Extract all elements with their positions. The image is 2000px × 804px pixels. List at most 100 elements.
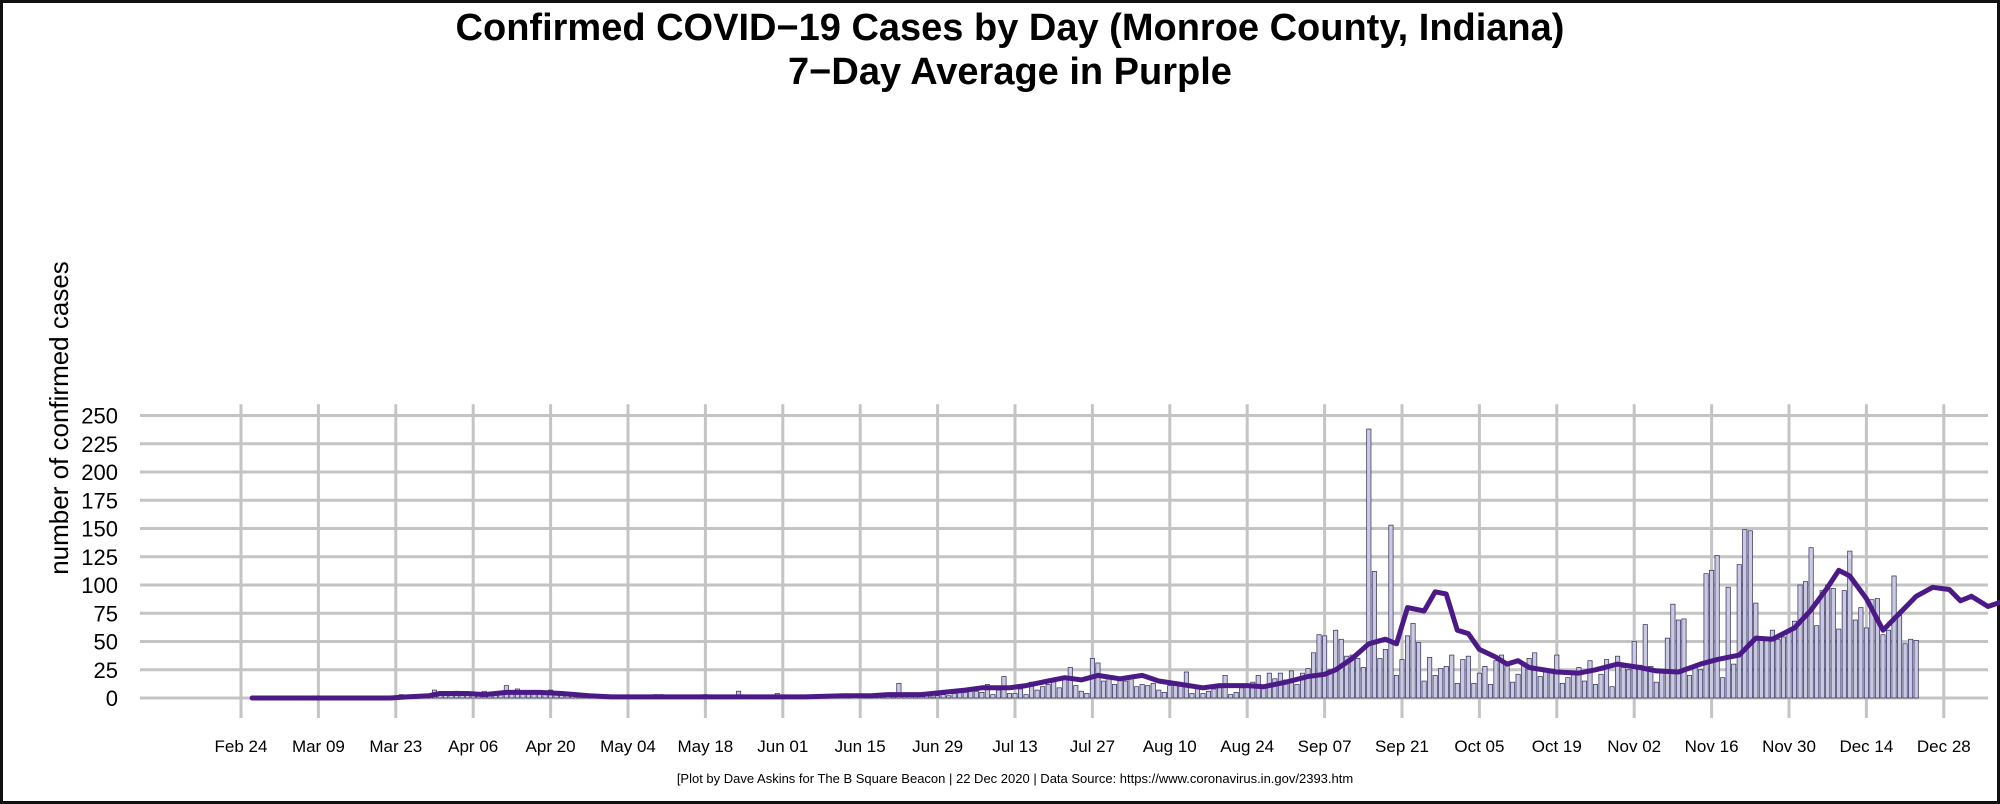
daily-case-bar (1814, 625, 1820, 699)
y-tick-label: 150 (81, 517, 118, 542)
chart-subtitle: 7−Day Average in Purple (788, 51, 1232, 93)
x-tick-label: Apr 06 (448, 737, 498, 756)
x-tick-label: Nov 30 (1762, 737, 1816, 756)
daily-case-bar (1139, 684, 1145, 699)
daily-case-bar (1725, 586, 1731, 699)
daily-case-bar (1067, 667, 1073, 699)
daily-case-bar (1073, 685, 1079, 699)
daily-case-bar (1034, 689, 1040, 699)
daily-case-bar (1454, 682, 1460, 699)
x-tick-label: May 18 (678, 737, 734, 756)
daily-case-bar (896, 682, 902, 699)
daily-case-bar (1476, 672, 1482, 699)
daily-case-bar (1664, 637, 1670, 699)
daily-case-bar (1371, 571, 1377, 699)
y-tick-label: 0 (106, 686, 118, 711)
daily-case-bar (1377, 658, 1383, 699)
x-tick-label: Dec 28 (1917, 737, 1971, 756)
seven-day-average-polyline (249, 567, 2000, 701)
daily-case-bar (1471, 682, 1477, 699)
y-tick-label: 250 (81, 404, 118, 429)
daily-case-bar (1604, 659, 1610, 699)
seven-day-average-line (249, 567, 2000, 701)
daily-case-bar (1692, 666, 1698, 699)
x-tick-label: Aug 10 (1143, 737, 1197, 756)
daily-case-bar (1786, 629, 1792, 699)
daily-case-bar (1023, 694, 1029, 699)
daily-case-bar (979, 691, 985, 699)
daily-case-bar (1161, 691, 1167, 699)
daily-case-bar (1825, 584, 1831, 699)
daily-case-bar (1465, 655, 1471, 699)
daily-case-bar (1803, 581, 1809, 699)
daily-case-bar (1775, 638, 1781, 699)
daily-case-bar (946, 695, 952, 699)
daily-case-bar (1427, 656, 1433, 699)
daily-case-bar (1399, 659, 1405, 699)
daily-case-bar (1493, 660, 1499, 699)
daily-case-bar (1056, 687, 1062, 699)
daily-case-bar (1631, 641, 1637, 699)
daily-case-bar (1908, 638, 1914, 699)
daily-case-bar (1504, 663, 1510, 699)
daily-case-bar (1764, 640, 1770, 699)
daily-case-bar (1200, 693, 1206, 699)
daily-case-bar (1112, 684, 1118, 699)
daily-case-bar (1587, 660, 1593, 699)
daily-case-bar (1040, 686, 1046, 699)
daily-case-bar (1460, 659, 1466, 699)
daily-case-bar (1897, 615, 1903, 699)
daily-case-bar (995, 689, 1001, 699)
daily-case-bar (1449, 654, 1455, 699)
daily-case-bar (1128, 677, 1134, 699)
daily-case-bar (1769, 629, 1775, 699)
daily-case-bar (1819, 590, 1825, 699)
y-axis-ticks: 0 25 50 75 100 125 150 175 200 225 250 (81, 404, 118, 712)
daily-case-bar (1360, 667, 1366, 699)
daily-case-bar (1731, 663, 1737, 699)
daily-case-bar (1388, 524, 1394, 699)
daily-case-bar (1239, 687, 1245, 699)
x-tick-label: May 04 (600, 737, 656, 756)
daily-case-bar (1581, 680, 1587, 699)
daily-case-bar (1272, 678, 1278, 699)
daily-case-bar (940, 694, 946, 699)
daily-case-bar (1482, 666, 1488, 699)
daily-case-bar (1416, 642, 1422, 699)
y-tick-label: 125 (81, 545, 118, 570)
daily-case-bar (968, 690, 974, 699)
x-tick-label: Jun 15 (835, 737, 886, 756)
daily-case-bar (935, 695, 941, 699)
daily-case-bar (1305, 668, 1311, 699)
daily-case-bar (1051, 680, 1057, 699)
daily-case-bar (1548, 671, 1554, 699)
daily-case-bar (1366, 428, 1372, 699)
daily-case-bar (1288, 670, 1294, 699)
daily-case-bar (1880, 634, 1886, 699)
daily-case-bar (1233, 691, 1239, 699)
daily-case-bar (1421, 680, 1427, 699)
daily-case-bar (1333, 629, 1339, 699)
daily-case-bar (1559, 682, 1565, 699)
daily-case-bar (1487, 684, 1493, 699)
x-tick-label: Mar 23 (369, 737, 422, 756)
daily-case-bar (1294, 684, 1300, 699)
daily-case-bar (951, 693, 957, 699)
daily-case-bar (1167, 685, 1173, 699)
daily-case-bar (1526, 658, 1532, 699)
daily-case-bar (973, 690, 979, 699)
daily-case-bar (962, 691, 968, 699)
daily-case-bar (1902, 643, 1908, 699)
daily-case-bar (1349, 654, 1355, 699)
y-tick-label: 50 (94, 630, 118, 655)
daily-case-bar (1189, 693, 1195, 699)
daily-case-bar (1808, 547, 1814, 699)
daily-case-bar (1521, 663, 1527, 699)
x-tick-label: Apr 20 (526, 737, 576, 756)
daily-case-bar (1532, 652, 1538, 699)
daily-case-bar (1681, 618, 1687, 699)
daily-case-bar (1443, 666, 1449, 699)
daily-case-bar (1670, 603, 1676, 699)
x-tick-label: Jun 29 (912, 737, 963, 756)
